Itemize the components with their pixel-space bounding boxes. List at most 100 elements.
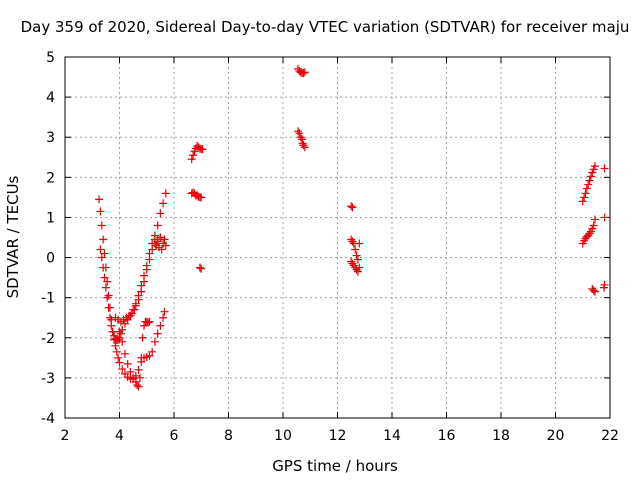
data-point — [582, 184, 591, 193]
x-tick-label: 4 — [115, 428, 124, 444]
y-tick-label: -2 — [41, 331, 55, 347]
data-point — [114, 335, 123, 344]
data-point — [137, 287, 146, 296]
data-point — [584, 231, 593, 240]
data-point — [100, 249, 109, 258]
data-point — [135, 373, 144, 382]
data-point — [148, 347, 157, 356]
series-track-15 — [578, 215, 600, 248]
y-tick-label: -1 — [41, 291, 55, 307]
y-tick-label: 0 — [46, 251, 55, 267]
data-point — [115, 327, 124, 336]
data-point — [116, 329, 125, 338]
data-point — [299, 141, 308, 150]
data-point — [591, 287, 600, 296]
data-point — [581, 189, 590, 198]
x-tick-label: 22 — [601, 428, 619, 444]
data-point — [99, 263, 108, 272]
series-track-5 — [150, 233, 170, 254]
grid — [65, 57, 610, 418]
y-tick-label: 1 — [46, 210, 55, 226]
data-point — [96, 207, 105, 216]
series-track-13 — [347, 257, 364, 276]
y-tick-label: -3 — [41, 371, 55, 387]
data-point — [100, 273, 109, 282]
data-point — [156, 321, 165, 330]
data-point — [355, 239, 364, 248]
data-point — [347, 202, 356, 211]
data-point — [103, 293, 112, 302]
y-axis-label: SDTVAR / TECUs — [4, 175, 22, 298]
data-point — [300, 68, 309, 77]
x-tick-label: 16 — [438, 428, 456, 444]
data-point — [95, 195, 104, 204]
data-points — [95, 65, 609, 391]
x-tick-label: 2 — [61, 428, 70, 444]
data-point — [156, 209, 165, 218]
data-point — [353, 255, 362, 264]
series-track-12 — [347, 235, 364, 264]
data-point — [160, 235, 169, 244]
data-point — [130, 305, 139, 314]
data-point — [127, 309, 136, 318]
data-point — [189, 151, 198, 160]
y-tick-label: 3 — [46, 130, 55, 146]
data-point — [298, 139, 307, 148]
data-point — [140, 321, 149, 330]
data-point — [156, 233, 165, 242]
series-track-11 — [347, 202, 357, 212]
data-point — [103, 277, 112, 286]
data-point — [120, 349, 129, 358]
x-tick-label: 18 — [492, 428, 510, 444]
data-point — [148, 245, 157, 254]
data-point — [293, 127, 302, 136]
x-tick-label: 6 — [170, 428, 179, 444]
data-point — [584, 180, 593, 189]
data-point — [347, 257, 356, 266]
data-point — [108, 327, 117, 336]
y-tick-label: 5 — [46, 50, 55, 66]
data-point — [351, 245, 360, 254]
data-point — [353, 267, 362, 276]
series-track-9 — [293, 65, 309, 78]
data-point — [153, 237, 162, 246]
data-point — [145, 255, 154, 264]
series-track-14 — [578, 162, 600, 206]
data-point — [142, 265, 151, 274]
x-tick-label: 14 — [383, 428, 401, 444]
data-point — [348, 203, 357, 212]
series-track-19 — [600, 280, 609, 292]
series-track-6 — [187, 142, 207, 164]
data-point — [150, 337, 159, 346]
x-tick-label: 8 — [224, 428, 233, 444]
y-tick-label: 4 — [46, 90, 55, 106]
series-track-10 — [293, 127, 309, 152]
data-point — [349, 261, 358, 270]
series-track-17 — [600, 164, 609, 173]
data-point — [140, 277, 149, 286]
data-point — [600, 164, 609, 173]
data-point — [195, 263, 204, 272]
series-track-7 — [187, 188, 206, 202]
data-point — [112, 347, 121, 356]
data-point — [131, 301, 140, 310]
data-point — [144, 318, 153, 327]
data-point — [589, 221, 598, 230]
series-track-2 — [96, 189, 170, 345]
data-point — [198, 145, 207, 154]
data-point — [114, 353, 123, 362]
data-point — [586, 172, 595, 181]
x-tick-label: 12 — [329, 428, 347, 444]
data-point — [197, 193, 206, 202]
data-point — [133, 381, 142, 390]
data-point — [585, 176, 594, 185]
data-point — [585, 229, 594, 238]
data-point — [107, 321, 116, 330]
data-point — [104, 303, 113, 312]
data-point — [347, 235, 356, 244]
data-point — [600, 213, 609, 222]
data-point — [600, 283, 609, 292]
data-point — [104, 291, 113, 300]
